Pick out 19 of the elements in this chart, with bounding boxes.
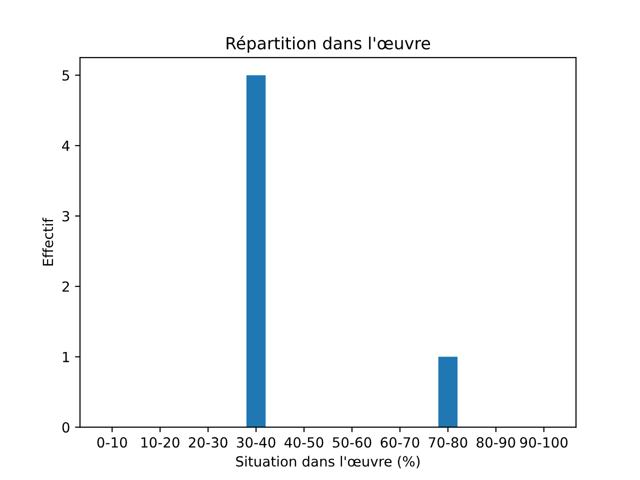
x-tick-label: 90-100 bbox=[520, 437, 568, 448]
x-axis-title: Situation dans l'œuvre (%) bbox=[236, 456, 420, 468]
chart-title: Répartition dans l'œuvre bbox=[226, 36, 430, 53]
y-tick-label: 0 bbox=[62, 422, 70, 433]
y-tick-label: 1 bbox=[62, 352, 69, 362]
x-tick-label: 10-20 bbox=[141, 437, 180, 448]
x-tick-label: 40-50 bbox=[284, 437, 324, 448]
y-tick-label: 4 bbox=[62, 140, 70, 151]
y-tick-label: 5 bbox=[62, 70, 70, 81]
x-tick-label: 0-10 bbox=[97, 437, 127, 448]
x-tick-label: 80-90 bbox=[476, 437, 516, 448]
x-tick-label: 50-60 bbox=[332, 437, 372, 448]
x-tick-label: 20-30 bbox=[188, 437, 228, 448]
y-axis-title: Effectif bbox=[42, 218, 54, 266]
x-tick-label: 60-70 bbox=[380, 437, 420, 448]
x-tick-label: 70-80 bbox=[428, 437, 468, 448]
y-tick-label: 3 bbox=[62, 210, 70, 222]
y-tick-label: 2 bbox=[62, 281, 69, 292]
x-tick-label: 30-40 bbox=[236, 437, 276, 448]
